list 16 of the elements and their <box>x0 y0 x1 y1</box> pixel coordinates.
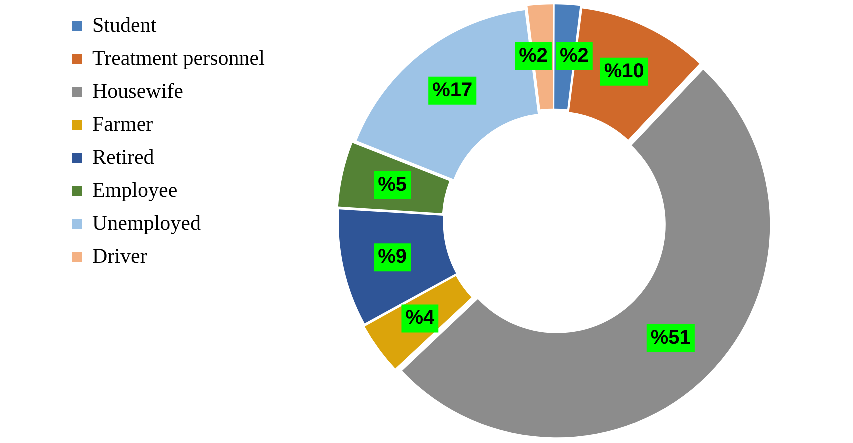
data-label: %2 <box>560 44 589 67</box>
legend-label: Unemployed <box>92 211 202 236</box>
legend-label: Retired <box>92 145 155 170</box>
legend-label: Driver <box>92 244 148 268</box>
legend-label: Treatment personnel <box>92 46 266 70</box>
data-label: %5 <box>378 174 408 196</box>
data-label: %17 <box>432 79 473 102</box>
legend-label: Student <box>92 13 157 38</box>
data-label: %10 <box>604 60 644 82</box>
legend-label: Farmer <box>92 112 154 136</box>
data-label: %2 <box>519 44 548 67</box>
legend-label: Housewife <box>92 79 184 104</box>
legend-label: Employee <box>92 178 178 202</box>
data-label: %4 <box>406 307 436 330</box>
data-label: %51 <box>650 326 691 349</box>
data-label: %9 <box>378 246 408 268</box>
